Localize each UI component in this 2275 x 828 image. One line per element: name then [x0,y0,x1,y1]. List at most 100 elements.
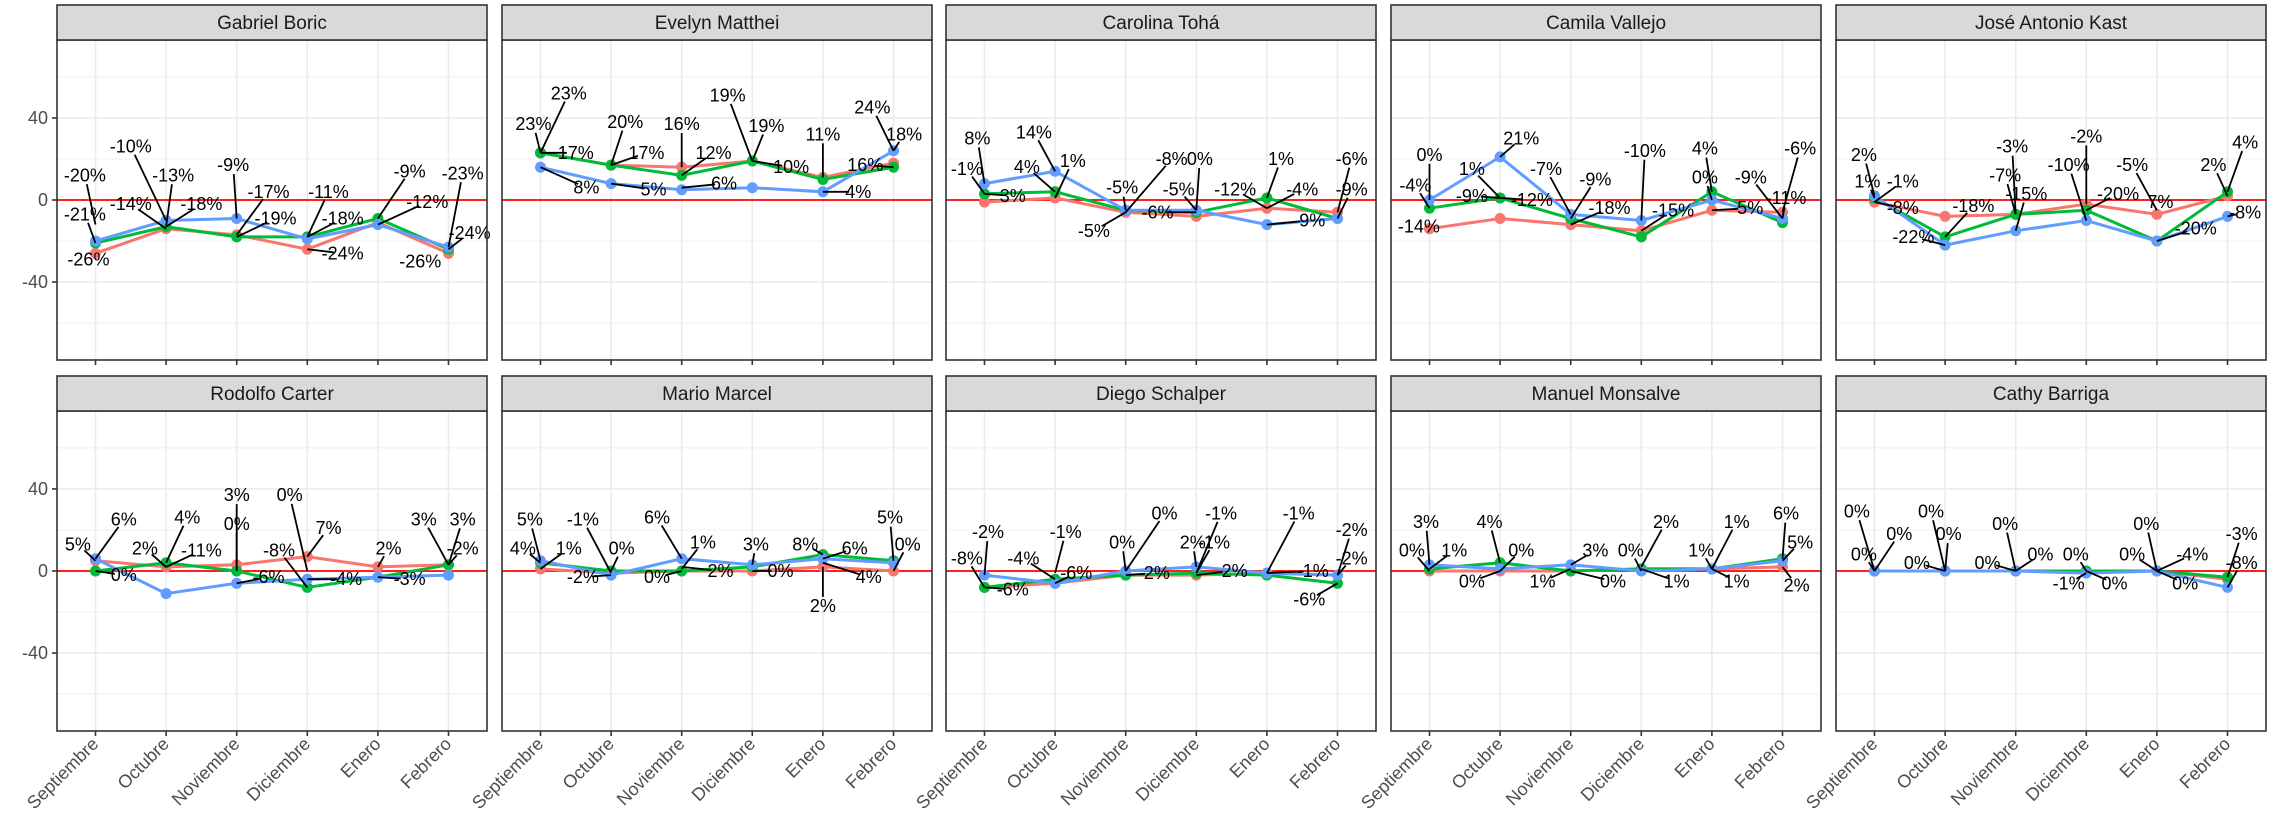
y-tick-label: 40 [28,479,48,499]
data-label: 0% [609,538,635,558]
x-tick-label: Enero [1671,734,1719,782]
x-tick-label: Febrero [1731,734,1790,793]
data-label: 6% [111,510,137,530]
x-tick-label: Septiembre [912,734,991,813]
data-label: -24% [449,223,491,243]
data-label: 4% [174,508,200,528]
data-point [1636,231,1647,242]
data-label: -10% [2048,155,2090,175]
data-label: 0% [1152,504,1178,524]
data-label: 1% [1060,151,1086,171]
data-label: -3% [2226,524,2258,544]
x-tick-label: Diciembre [2022,734,2093,805]
facet-panel: 0%0%0%0%0%0%0%0% 0% 0%-1% 0%0%0% -4%0%-3%-8%… [1802,376,2266,813]
data-label: -26% [67,249,109,269]
data-label: 4% [2232,133,2258,153]
data-label: 0% [1992,514,2018,534]
x-tick-label: Noviembre [613,734,689,810]
data-label: -2% [1336,520,1368,540]
data-label: 3% [1413,512,1439,532]
data-label: -21% [64,204,106,224]
data-label: 0% [1109,532,1135,552]
data-label: 0% [1974,553,2000,573]
data-label: 2% [2200,155,2226,175]
data-label: 6% [711,174,737,194]
data-label: -1% [1205,504,1237,524]
data-label: -22% [1892,227,1934,247]
data-label: -8% [2226,553,2258,573]
data-label: 1% [690,532,716,552]
data-label: 0% [1844,502,1870,522]
x-tick-label: Septiembre [1357,734,1436,813]
x-tick-label: Septiembre [468,734,547,813]
data-label: -20% [64,165,106,185]
data-label: 23% [551,83,587,103]
data-label: -2% [972,522,1004,542]
x-tick-label: Octubre [114,734,173,793]
label-leader-line [2228,151,2243,192]
label-leader-line [428,528,448,565]
y-tick-label: 0 [38,561,48,581]
x-tick-label: Octubre [1003,734,1062,793]
y-tick-label: -40 [22,643,48,663]
data-label: 0% [895,534,921,554]
data-label: 1% [1664,571,1690,591]
data-label: -2% [2070,126,2102,146]
data-label: -8% [951,549,983,569]
data-label: -6% [1784,139,1816,159]
data-label: 8% [573,178,599,198]
data-label: -10% [1624,141,1666,161]
data-label: -8% [1887,198,1919,218]
data-label: -7% [1530,159,1562,179]
data-label: 19% [748,116,784,136]
data-label: 1% [1688,540,1714,560]
facet-panel: -20%-21%-26%-10%-14%-13%-18%-9%-17%-19%-… [22,5,491,365]
data-label: -1% [1198,532,1230,552]
data-label: 0% [111,565,137,585]
label-leader-line [378,179,405,219]
data-label: 8% [792,534,818,554]
x-tick-label: Febrero [2176,734,2235,793]
data-label: -9% [1579,169,1611,189]
data-label: 1% [1854,172,1880,192]
data-label: -18% [180,194,222,214]
data-label: 2% [1653,512,1679,532]
x-tick-label: Noviembre [1057,734,1133,810]
data-label: -24% [322,243,364,263]
data-label: 4% [1692,139,1718,159]
x-tick-label: Octubre [559,734,618,793]
data-label: -5% [1106,178,1138,198]
x-tick-label: Enero [337,734,385,782]
data-label: 24% [854,98,890,118]
x-tick-label: Febrero [1286,734,1345,793]
data-label: 0% [1936,524,1962,544]
label-leader-line [96,527,119,559]
data-label: -1% [951,159,983,179]
data-label: 16% [847,155,883,175]
data-label: 16% [664,114,700,134]
data-label: 17% [558,143,594,163]
x-tick-label: Enero [782,734,830,782]
data-label: -14% [1398,217,1440,237]
data-label: 10% [773,157,809,177]
data-label: 4% [845,182,871,202]
x-tick-label: Diciembre [1132,734,1203,805]
data-label: 3% [224,485,250,505]
data-point [747,182,758,193]
data-label: 1% [1529,571,1555,591]
data-label: -20% [2175,219,2217,239]
data-label: -20% [2097,184,2139,204]
data-label: 0% [1508,540,1534,560]
data-label: -4% [1007,549,1039,569]
data-label: 3% [1000,186,1026,206]
x-tick-label: Enero [2116,734,2164,782]
data-label: 0% [1851,545,1877,565]
data-label: 0% [1187,149,1213,169]
data-label: 23% [515,114,551,134]
data-label: -8% [263,540,295,560]
y-tick-label: 40 [28,108,48,128]
data-label: -2% [1138,563,1170,583]
data-label: 4% [1014,157,1040,177]
data-label: -19% [255,208,297,228]
